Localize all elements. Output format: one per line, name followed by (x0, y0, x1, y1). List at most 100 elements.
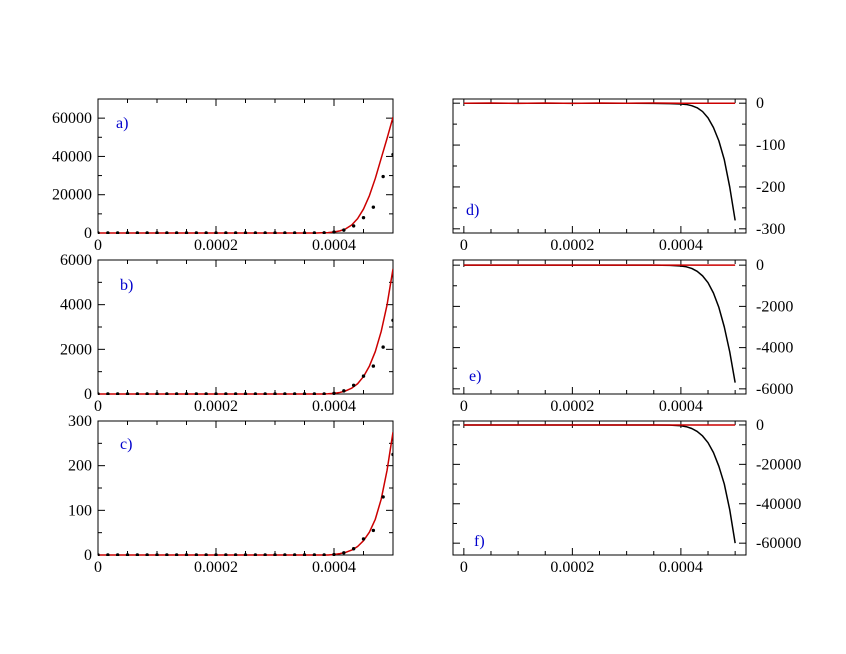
data-point (194, 231, 199, 234)
y-tick-label: 0 (84, 225, 92, 242)
data-point (106, 553, 110, 556)
data-point (194, 392, 199, 395)
data-point (233, 553, 238, 556)
plot-frame (97, 259, 394, 395)
data-point (165, 231, 169, 234)
data-point (322, 553, 326, 556)
data-point (332, 230, 336, 234)
data-point (263, 392, 267, 395)
data-point (381, 174, 385, 179)
panel-a: 0 0.0002 0.0004 0 20000 40000 60000 a) (52, 98, 394, 254)
plot-frame (452, 420, 747, 556)
data-point (224, 553, 228, 556)
y-tick-label: 40000 (52, 148, 92, 165)
x-tick-label: 0.0004 (659, 559, 703, 576)
series-line-black (463, 264, 736, 383)
data-point (98, 553, 100, 556)
panel-f: 0 0.0002 0.0004 0 -20000 -40000 -60000 f) (452, 417, 801, 576)
data-point (135, 553, 140, 556)
y-tick-label: -60000 (756, 535, 801, 552)
data-point (273, 553, 277, 556)
data-point (125, 231, 130, 234)
y-tick-label: -200 (756, 179, 785, 196)
data-point (174, 392, 179, 395)
plot-frame (452, 98, 747, 234)
x-tick-label: 0 (460, 559, 468, 576)
y-tick-label: 0 (756, 95, 764, 112)
y-tick-label: 4000 (60, 297, 92, 314)
y-tick-label: 0 (756, 417, 764, 434)
data-point (312, 231, 317, 234)
data-point (125, 553, 130, 556)
data-point (233, 392, 238, 395)
x-tick-label: 0.0004 (312, 559, 356, 576)
data-point (135, 392, 140, 395)
data-point (253, 553, 258, 556)
y-tick-label: -2000 (756, 298, 793, 315)
y-tick-label: -20000 (756, 456, 801, 473)
data-point (125, 392, 130, 395)
data-point (155, 392, 159, 395)
data-point (98, 392, 100, 395)
data-point (273, 392, 277, 395)
x-tick-label: 0.0004 (312, 398, 356, 415)
data-point (243, 553, 248, 556)
data-point (351, 383, 356, 387)
plot-frame (452, 259, 747, 395)
x-tick-label: 0.0002 (194, 398, 238, 415)
data-point (332, 552, 336, 556)
x-tick-label: 0.0004 (659, 237, 703, 254)
data-point (115, 231, 120, 234)
data-point (224, 392, 228, 395)
data-point (174, 231, 179, 234)
data-point (98, 231, 100, 234)
data-point (302, 553, 307, 556)
data-point (361, 374, 366, 378)
x-tick-label: 0.0002 (194, 237, 238, 254)
panel-label-c: c) (120, 436, 132, 453)
y-tick-label: 0 (84, 386, 92, 403)
data-point (263, 231, 267, 234)
y-tick-label: -300 (756, 221, 785, 238)
data-point (283, 553, 287, 556)
data-point (115, 392, 120, 395)
data-point (115, 553, 120, 556)
data-point (391, 318, 393, 322)
series-line-black (463, 102, 736, 221)
data-point (194, 553, 199, 556)
y-tick-label: 20000 (52, 187, 92, 204)
data-point (135, 231, 140, 234)
series-line-red (98, 268, 393, 395)
data-point (292, 231, 297, 234)
x-tick-label: 0 (460, 398, 468, 415)
data-point (204, 553, 208, 556)
panel-c: 0 0.0002 0.0004 0 100 200 300 c) (68, 413, 394, 576)
data-point (263, 553, 267, 556)
data-point (214, 392, 218, 395)
data-point (184, 231, 189, 234)
panel-b: 0 0.0002 0.0004 0 2000 4000 6000 b) (60, 252, 394, 415)
data-point (184, 553, 189, 556)
data-point (283, 231, 287, 234)
data-point (273, 231, 277, 234)
panel-e: 0 0.0002 0.0004 0 -2000 -4000 -6000 e) (452, 257, 793, 415)
data-point (253, 392, 258, 395)
y-tick-label: 0 (84, 547, 92, 564)
data-point (381, 345, 385, 349)
data-point (155, 231, 159, 234)
series-line-black (463, 424, 736, 544)
y-tick-label: -4000 (756, 340, 793, 357)
x-tick-label: 0 (460, 237, 468, 254)
data-point (292, 553, 297, 556)
data-point (361, 537, 366, 541)
data-point (224, 231, 228, 234)
data-point (106, 231, 110, 234)
x-tick-label: 0.0002 (550, 559, 594, 576)
data-point (155, 553, 159, 556)
data-point (106, 392, 110, 395)
data-point (283, 392, 287, 395)
data-point (322, 392, 326, 395)
y-tick-label: -100 (756, 137, 785, 154)
data-point (351, 547, 356, 551)
data-point (371, 205, 376, 209)
